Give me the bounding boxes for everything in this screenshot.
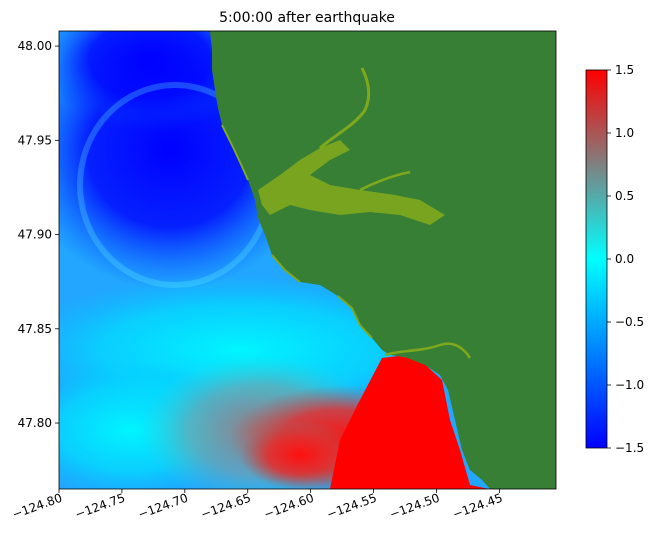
- x-tick-label: −124.80: [10, 491, 64, 522]
- y-tick-label: 47.90: [18, 228, 52, 242]
- colorbar-tick-label: −0.5: [615, 315, 644, 329]
- colorbar: 1.5 1.0 0.5 0.0 −0.5 −1.0 −1.5: [585, 63, 644, 455]
- colorbar-ticks: 1.5 1.0 0.5 0.0 −0.5 −1.0 −1.5: [607, 63, 644, 455]
- colorbar-tick-label: 0.5: [615, 189, 634, 203]
- red-bay: [330, 356, 489, 489]
- colorbar-tick-label: 1.0: [615, 126, 634, 140]
- colorbar-tick-label: 1.5: [615, 63, 634, 77]
- river-north: [319, 67, 371, 150]
- land: [210, 31, 556, 489]
- y-tick-label: 47.85: [18, 322, 52, 336]
- y-tick-label: 48.00: [18, 39, 52, 53]
- coast-fringe: [221, 124, 373, 339]
- river-main: [258, 140, 445, 225]
- deep-trough-north: [59, 31, 260, 130]
- x-tick-label: −124.50: [388, 491, 442, 522]
- colorbar-tick-label: −1.0: [615, 378, 644, 392]
- y-tick-label: 47.80: [18, 416, 52, 430]
- x-tick-label: −124.55: [325, 491, 379, 522]
- x-tick-label: −124.60: [262, 491, 316, 522]
- chart-title: 5:00:00 after earthquake: [219, 10, 395, 26]
- x-tick-label: −124.45: [451, 491, 505, 522]
- plot-area: [59, 31, 556, 489]
- y-ticks: 47.80 47.85 47.90 47.95 48.00: [18, 39, 59, 430]
- plot-frame: [58, 30, 557, 490]
- colorbar-tick-label: −1.5: [615, 441, 644, 455]
- river-south: [384, 342, 472, 359]
- x-tick-label: −124.75: [73, 491, 127, 522]
- y-tick-label: 47.95: [18, 133, 52, 147]
- river-northeast: [359, 170, 411, 192]
- x-tick-label: −124.70: [136, 491, 190, 522]
- colorbar-tick-label: 0.0: [615, 252, 634, 266]
- x-ticks: −124.80 −124.75 −124.70 −124.65 −124.60 −124.…: [10, 489, 504, 522]
- x-tick-label: −124.65: [199, 491, 253, 522]
- colorbar-gradient: [585, 69, 608, 449]
- red-crest-core: [240, 420, 360, 489]
